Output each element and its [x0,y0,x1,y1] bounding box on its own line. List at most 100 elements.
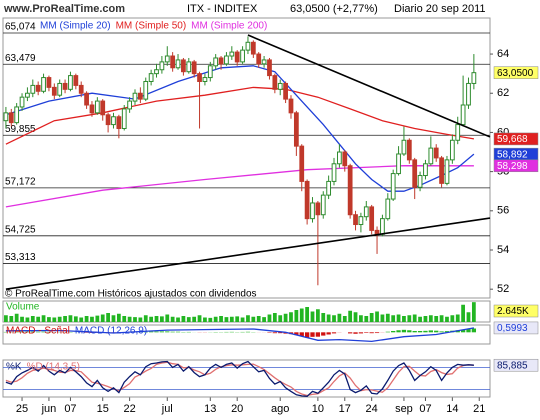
candle-body [197,73,202,82]
x-tick-label: 22 [123,403,135,415]
macd-histogram [331,332,337,334]
candle-body [229,51,235,57]
candle-body [73,75,79,86]
volume-bar [160,316,164,322]
value-box-label: 63,0500 [497,68,534,79]
candle-body [358,216,364,226]
volume-bar [294,310,299,322]
candle-body [100,100,106,116]
candle-body [326,180,332,196]
candle-body [347,165,353,216]
volume-bar [353,312,358,322]
value-box-label: 85,885 [497,360,528,371]
volume-bar [310,311,315,322]
candle-body [62,82,68,90]
x-tick-label: jun [41,403,57,415]
candle-body [132,92,138,102]
volume-bar [25,317,30,322]
level-label: 54,725 [5,224,36,235]
x-tick-label: 10 [312,403,324,415]
level-label: 65,074 [5,22,36,33]
candle-body [68,75,73,90]
candle-body [186,61,192,73]
candle-body [207,65,213,79]
macd-histogram [278,332,283,334]
volume-bar [434,316,439,322]
x-tick-label: 24 [366,403,378,415]
macd-histogram [353,332,358,334]
candle-body [256,53,262,65]
volume-bar [396,314,401,322]
volume-bar [95,315,100,322]
macd-histogram [369,332,374,334]
macd-histogram [159,331,165,333]
volume-bar [428,315,433,322]
macd-histogram [391,330,396,333]
volume-bar [224,317,229,322]
level-label: 57,172 [5,176,36,187]
volume-bar [391,315,396,322]
macd-histogram [444,331,450,333]
macd-histogram [412,330,417,333]
volume-bar [122,316,127,322]
candle-body [25,92,30,98]
candle-body [423,163,428,177]
y-tick-label: 62 [497,87,509,99]
volume-bar [471,302,476,322]
macd-histogram [304,332,310,338]
volume-bar [47,317,51,322]
volume-bar [407,315,412,322]
volume-bar [197,315,202,322]
value-box [493,321,539,335]
macd-histogram [428,330,433,333]
volume-bar [326,314,331,322]
period: Diario 20 sep 2011 [394,3,486,15]
volume-bar [14,313,19,322]
volume-bar [165,314,170,322]
candle-body [401,139,407,155]
volume-bar [439,315,444,322]
volume-bar [423,316,428,322]
y-tick-label: 54 [497,244,509,256]
macd-histogram [364,332,369,333]
panel-frame [2,17,491,299]
candle-body [299,145,305,182]
candle-body [30,84,36,94]
volume-bar [272,313,277,322]
candle-body [154,69,159,75]
candle-body [428,147,434,165]
volume-bar [402,316,406,322]
volume-bar [418,316,422,322]
volume-bar [321,313,326,322]
macd-histogram [148,331,154,333]
candle-body [14,106,20,124]
volume-bar [192,316,197,322]
volume-bar [278,315,283,322]
x-tick-label: 25 [16,403,28,415]
volume-bar [79,317,84,322]
level-label: 63,479 [5,53,36,64]
macd-histogram [466,329,471,333]
x-tick-label: 20 [231,403,243,415]
volume-bar [30,316,35,322]
volume-bar [385,313,390,322]
volume-bar [305,307,310,322]
volume-bar [262,317,266,322]
oscillator-line [5,361,474,397]
candle-body [390,173,396,200]
panel-label: MACD (12,26,9) [75,326,147,337]
volume-bar [235,316,240,322]
macd-histogram [326,332,331,335]
volume-bar [133,317,137,322]
candle-body [272,75,278,90]
volume-bar [240,317,245,322]
candle-body [466,82,471,106]
macd-histogram [245,331,251,333]
macd-histogram [471,328,477,333]
level-label: 53,313 [5,252,36,263]
macd-histogram [385,331,390,333]
macd-histogram [401,329,407,333]
candle-body [3,112,9,122]
chart-title: ITX - INDITEX [187,3,258,15]
candle-body [304,180,310,220]
